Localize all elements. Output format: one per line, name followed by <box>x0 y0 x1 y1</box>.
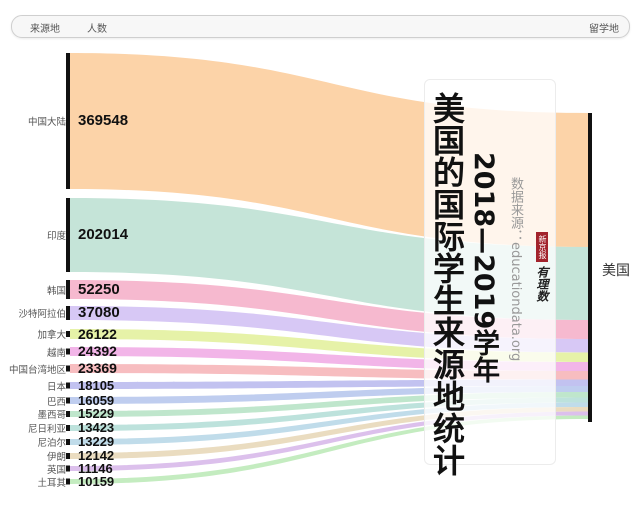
source-label: 越南 <box>46 347 66 359</box>
destination-column-header: 留学地 <box>589 24 619 35</box>
data-source-note: 数据来源：educationdata.org <box>508 177 523 362</box>
source-label: 土耳其 <box>37 477 66 489</box>
source-label: 尼日利亚 <box>27 424 66 435</box>
source-value: 12142 <box>78 448 115 464</box>
source-label: 加拿大 <box>37 330 66 341</box>
source-value: 23369 <box>78 360 117 377</box>
brand-logo-text: 有理数 <box>535 266 549 302</box>
source-label: 墨西哥 <box>37 410 66 421</box>
source-label: 英国 <box>46 464 66 476</box>
source-value: 10159 <box>78 473 115 489</box>
flow-link <box>70 397 588 431</box>
count-column-header: 人数 <box>87 24 107 35</box>
destination-node-bar <box>588 113 592 422</box>
source-label: 伊朗 <box>46 452 66 463</box>
chart-title: 美国的国际学生来源地统计 <box>428 92 466 476</box>
source-node-bar <box>66 331 70 337</box>
source-node-bar <box>66 425 70 431</box>
source-node-bar <box>66 306 70 320</box>
source-value: 26122 <box>78 325 117 342</box>
flow-link <box>70 415 588 484</box>
source-node-bar <box>66 478 70 485</box>
chart-year: 2018—2019学年 <box>468 152 499 384</box>
source-value: 16059 <box>78 392 115 408</box>
source-label: 中国台湾地区 <box>8 364 66 376</box>
title-card <box>424 79 556 465</box>
source-value: 202014 <box>78 226 129 243</box>
source-node-bar <box>66 53 70 189</box>
newspaper-logo-badge: 新京报 <box>536 232 548 262</box>
source-value: 15229 <box>78 406 115 422</box>
source-node-bar <box>66 365 70 372</box>
source-node-bar <box>66 439 70 445</box>
source-node-bar <box>66 397 70 404</box>
source-column-header: 来源地 <box>30 24 60 35</box>
source-node-bar <box>66 465 70 472</box>
flow-link <box>70 402 588 445</box>
source-label: 韩国 <box>46 285 66 297</box>
source-value: 13423 <box>78 420 115 436</box>
source-node-bar <box>66 382 70 389</box>
source-value: 369548 <box>78 112 129 129</box>
source-node-bar <box>66 280 70 299</box>
source-value: 18105 <box>78 377 115 393</box>
source-node-bar <box>66 198 70 272</box>
source-value: 24392 <box>78 343 117 360</box>
source-label: 巴西 <box>46 396 66 408</box>
source-value: 37080 <box>78 304 120 321</box>
source-value: 11146 <box>78 460 113 476</box>
source-label: 印度 <box>46 231 66 242</box>
source-label: 沙特阿拉伯 <box>18 309 66 320</box>
source-label: 尼泊尔 <box>37 438 66 449</box>
source-node-bar <box>66 453 70 459</box>
source-node-bar <box>66 411 70 417</box>
source-value: 52250 <box>78 280 120 298</box>
flow-link <box>70 411 588 471</box>
source-label: 日本 <box>46 381 66 393</box>
source-value: 13229 <box>78 434 115 450</box>
source-label: 中国大陆 <box>27 117 66 128</box>
flow-link <box>70 407 588 459</box>
header-bar: 来源地 人数 留学地 <box>11 15 630 38</box>
source-node-bar <box>66 348 70 355</box>
destination-label: 美国 <box>602 263 630 279</box>
